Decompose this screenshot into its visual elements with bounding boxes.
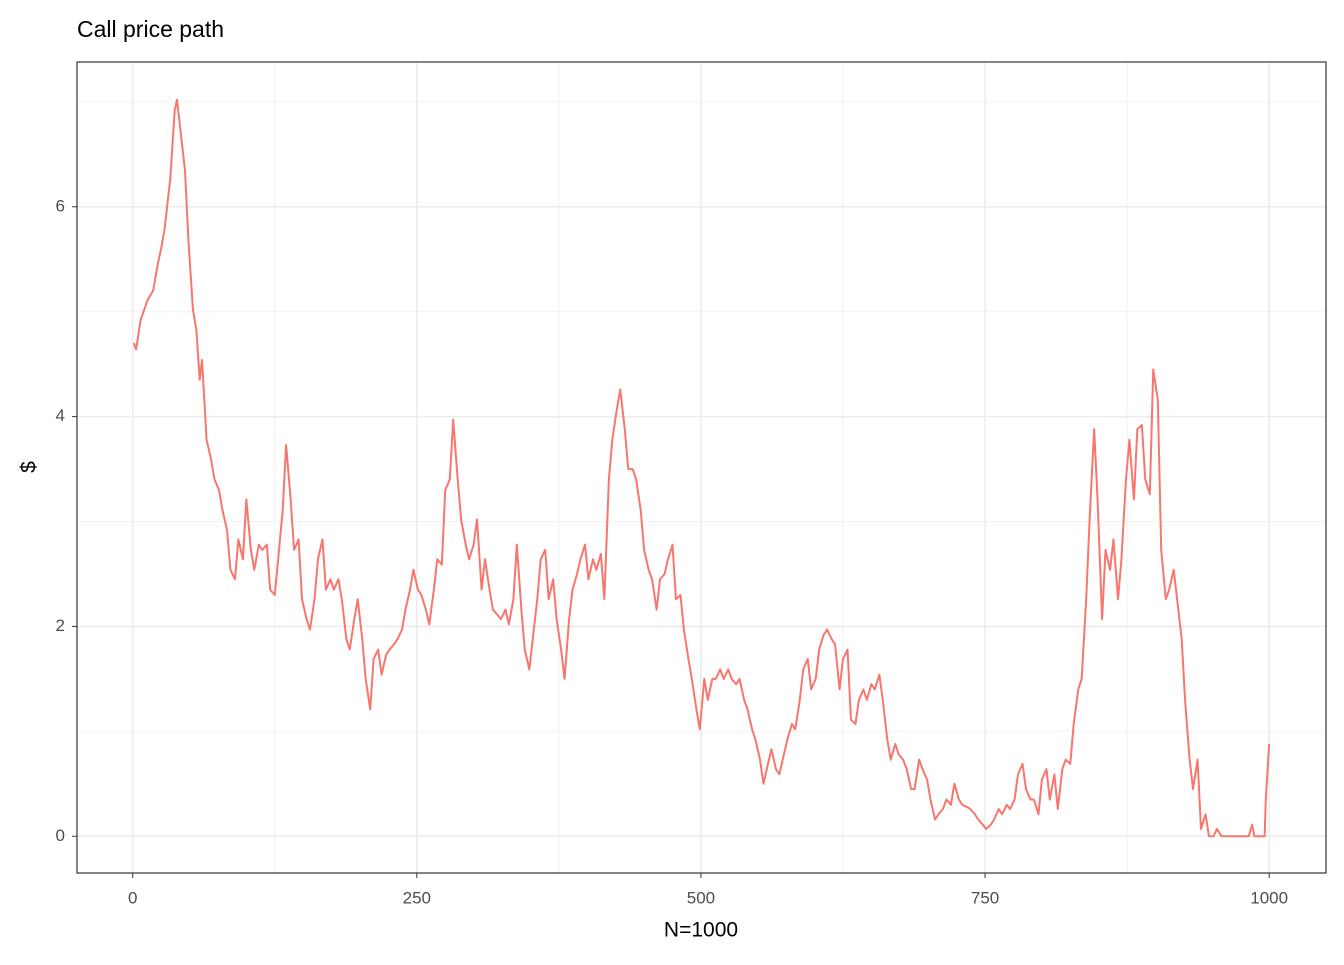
y-tick-label: 2 [56, 616, 65, 635]
price-line [132, 98, 1271, 838]
y-tick-label: 0 [56, 826, 65, 845]
x-tick-label: 1000 [1250, 888, 1288, 907]
panel-border [76, 61, 1327, 874]
y-tick-label: 6 [56, 196, 65, 215]
x-tick-label: 0 [128, 888, 137, 907]
x-tick-label: 750 [971, 888, 999, 907]
x-tick-label: 500 [687, 888, 715, 907]
x-tick-label: 250 [403, 888, 431, 907]
y-axis-label: $ [18, 461, 41, 473]
y-tick-label: 4 [56, 406, 65, 425]
chart-title: Call price path [77, 16, 224, 42]
x-axis-label: N=1000 [664, 919, 738, 942]
